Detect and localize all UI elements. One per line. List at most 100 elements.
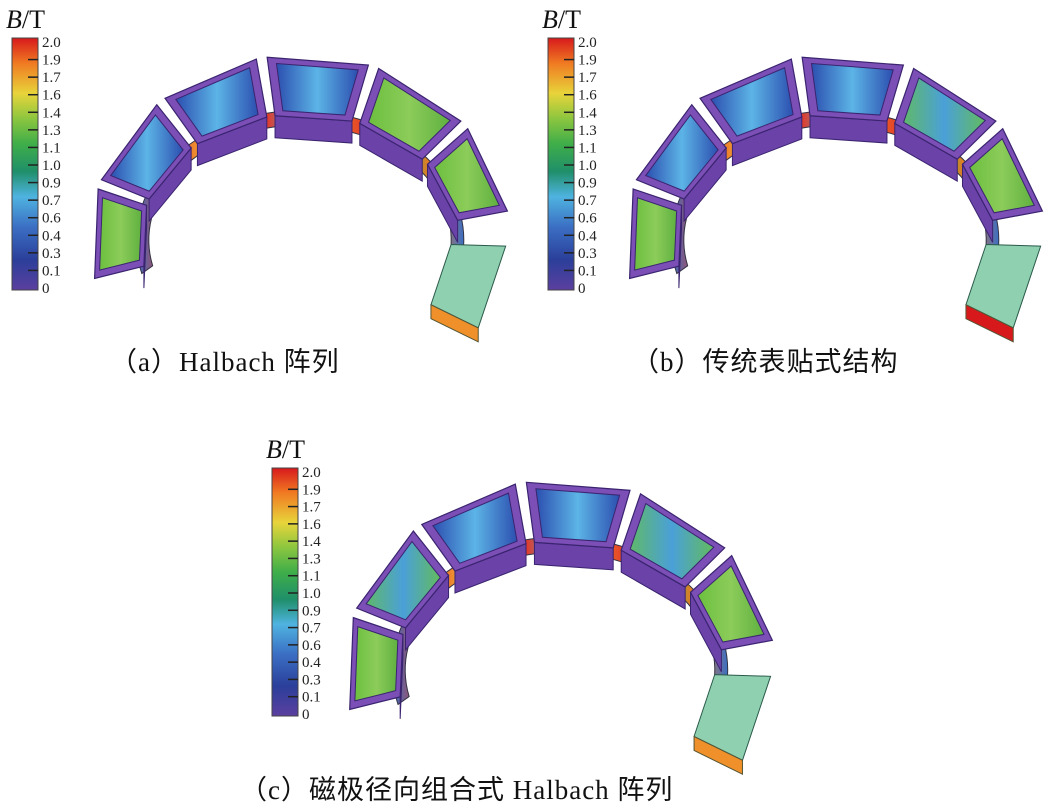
colorbar-tick-label: 0.9 [302, 603, 321, 619]
colorbar-tick-label: 1.9 [578, 53, 597, 69]
caption-a: （a）Halbach 阵列 [110, 347, 340, 377]
colorbar-tick-label: 2.0 [42, 35, 61, 51]
magnet-block [689, 554, 774, 673]
magnet-face [535, 488, 621, 543]
colorbar-tick-label: 0.6 [578, 211, 597, 227]
colorbar-tick-label: 1.6 [42, 88, 61, 104]
magnet-block [961, 127, 1044, 243]
magnet-face [365, 540, 442, 621]
magnet-block [525, 481, 631, 571]
colorbar-tick-label: 0.4 [302, 655, 321, 671]
magnet-block [93, 188, 148, 289]
colorbar [11, 37, 39, 291]
colorbar-tick-label: 1.7 [302, 500, 321, 516]
magnet-block [359, 67, 462, 182]
colorbar [271, 467, 299, 717]
magnet-face [432, 492, 518, 564]
colorbar-tick-label: 0.3 [578, 246, 597, 262]
colorbar-tick-label: 0.6 [302, 638, 321, 654]
magnet-block [628, 188, 683, 289]
colorbar-tick-label: 0.1 [578, 263, 597, 279]
magnet-block [699, 58, 803, 167]
colorbar-tick-label: 0 [302, 707, 310, 723]
magnet-face [275, 62, 359, 116]
colorbar-tick-label: 1.3 [302, 551, 321, 567]
magnet-block [426, 127, 509, 243]
colorbar-unit: /T [22, 5, 45, 34]
colorbar-tick-label: 1.7 [578, 70, 597, 86]
magnet-face [367, 77, 452, 152]
colorbar-tick-label: 1.3 [42, 123, 61, 139]
magnet-face [629, 502, 715, 580]
colorbar-tick-label: 1.9 [302, 482, 321, 498]
magnet-face [810, 62, 894, 116]
panel-b-field-plot: B/T2.0 1.91.7 1.61.4 1.31.1 1.0 0.90.7 0.60.4 0… [542, 5, 1044, 343]
magnet-face [902, 77, 987, 152]
end-face [693, 735, 743, 776]
colorbar-tick-label: 0.1 [42, 263, 61, 279]
magnet-face [175, 67, 259, 137]
colorbar-tick-label: 0.3 [42, 246, 61, 262]
colorbar-tick-label: 0 [578, 281, 586, 297]
magnet-face [99, 197, 143, 271]
magnet-block [420, 483, 527, 594]
colorbar-tick-label: 0.9 [578, 176, 597, 192]
magnet-face [697, 565, 765, 643]
colorbar-tick-label: 1.7 [42, 70, 61, 86]
colorbar-tick-label: 0.6 [42, 211, 61, 227]
colorbar-tick-label: 0 [42, 281, 50, 297]
colorbar-tick-label: 0.1 [302, 690, 321, 706]
magnet-block [801, 56, 905, 144]
colorbar-tick-label: 1.9 [42, 53, 61, 69]
colorbar-tick-label: 1.1 [578, 140, 597, 156]
end-face [430, 303, 479, 343]
colorbar-unit: /T [558, 5, 581, 34]
colorbar-tick-label: 0.4 [42, 228, 61, 244]
colorbar-tick-label: 2.0 [578, 35, 597, 51]
colorbar-label: B/T [542, 5, 581, 34]
colorbar-tick-label: 0.7 [578, 193, 597, 209]
magnet-face [634, 197, 678, 271]
colorbar-tick-label: 1.1 [42, 140, 61, 156]
magnet-block [349, 616, 404, 719]
magnet-block [100, 103, 192, 223]
colorbar-var: B [542, 5, 558, 34]
colorbar-tick-label: 1.4 [302, 534, 321, 550]
colorbar [547, 37, 575, 291]
magnet-face [969, 137, 1036, 214]
colorbar-tick-label: 1.3 [578, 123, 597, 139]
magnet-block [266, 56, 370, 144]
colorbar-tick-label: 1.6 [578, 88, 597, 104]
caption-c: （c）磁极径向组合式 Halbach 阵列 [240, 775, 674, 805]
caption-b: （b）传统表贴式结构 [632, 347, 899, 377]
magnet-face [644, 114, 719, 192]
magnet-face [109, 114, 184, 192]
magnet-face [710, 67, 794, 137]
colorbar-tick-label: 1.0 [578, 158, 597, 174]
colorbar-tick-label: 1.1 [302, 569, 321, 585]
colorbar-tick-label: 0.7 [302, 621, 321, 637]
colorbar-tick-label: 1.0 [42, 158, 61, 174]
colorbar-unit: /T [282, 435, 305, 464]
colorbar-label: B/T [6, 5, 45, 34]
magnet-block [620, 492, 726, 610]
magnet-face [434, 137, 501, 214]
magnet-block [355, 530, 450, 652]
magnet-face [354, 625, 399, 702]
colorbar-tick-label: 0.7 [42, 193, 61, 209]
colorbar-tick-label: 1.0 [302, 586, 321, 602]
colorbar-tick-label: 1.6 [302, 517, 321, 533]
magnet-block [894, 67, 997, 182]
colorbar-label: B/T [266, 435, 305, 464]
colorbar-tick-label: 0.4 [578, 228, 597, 244]
panel-a-field-plot: B/T2.0 1.91.7 1.61.4 1.31.1 1.0 0.90.7 0.60.4 0… [6, 5, 509, 343]
colorbar-tick-label: 0.3 [302, 672, 321, 688]
colorbar-var: B [6, 5, 22, 34]
panel-c-field-plot: B/T2.01.91.71.61.41.31.11.00.90.70.60.40… [266, 435, 774, 776]
magnet-block [164, 58, 268, 167]
colorbar-tick-label: 1.4 [578, 105, 597, 121]
colorbar-tick-label: 2.0 [302, 465, 321, 481]
colorbar-tick-label: 0.9 [42, 176, 61, 192]
colorbar-tick-label: 1.4 [42, 105, 61, 121]
